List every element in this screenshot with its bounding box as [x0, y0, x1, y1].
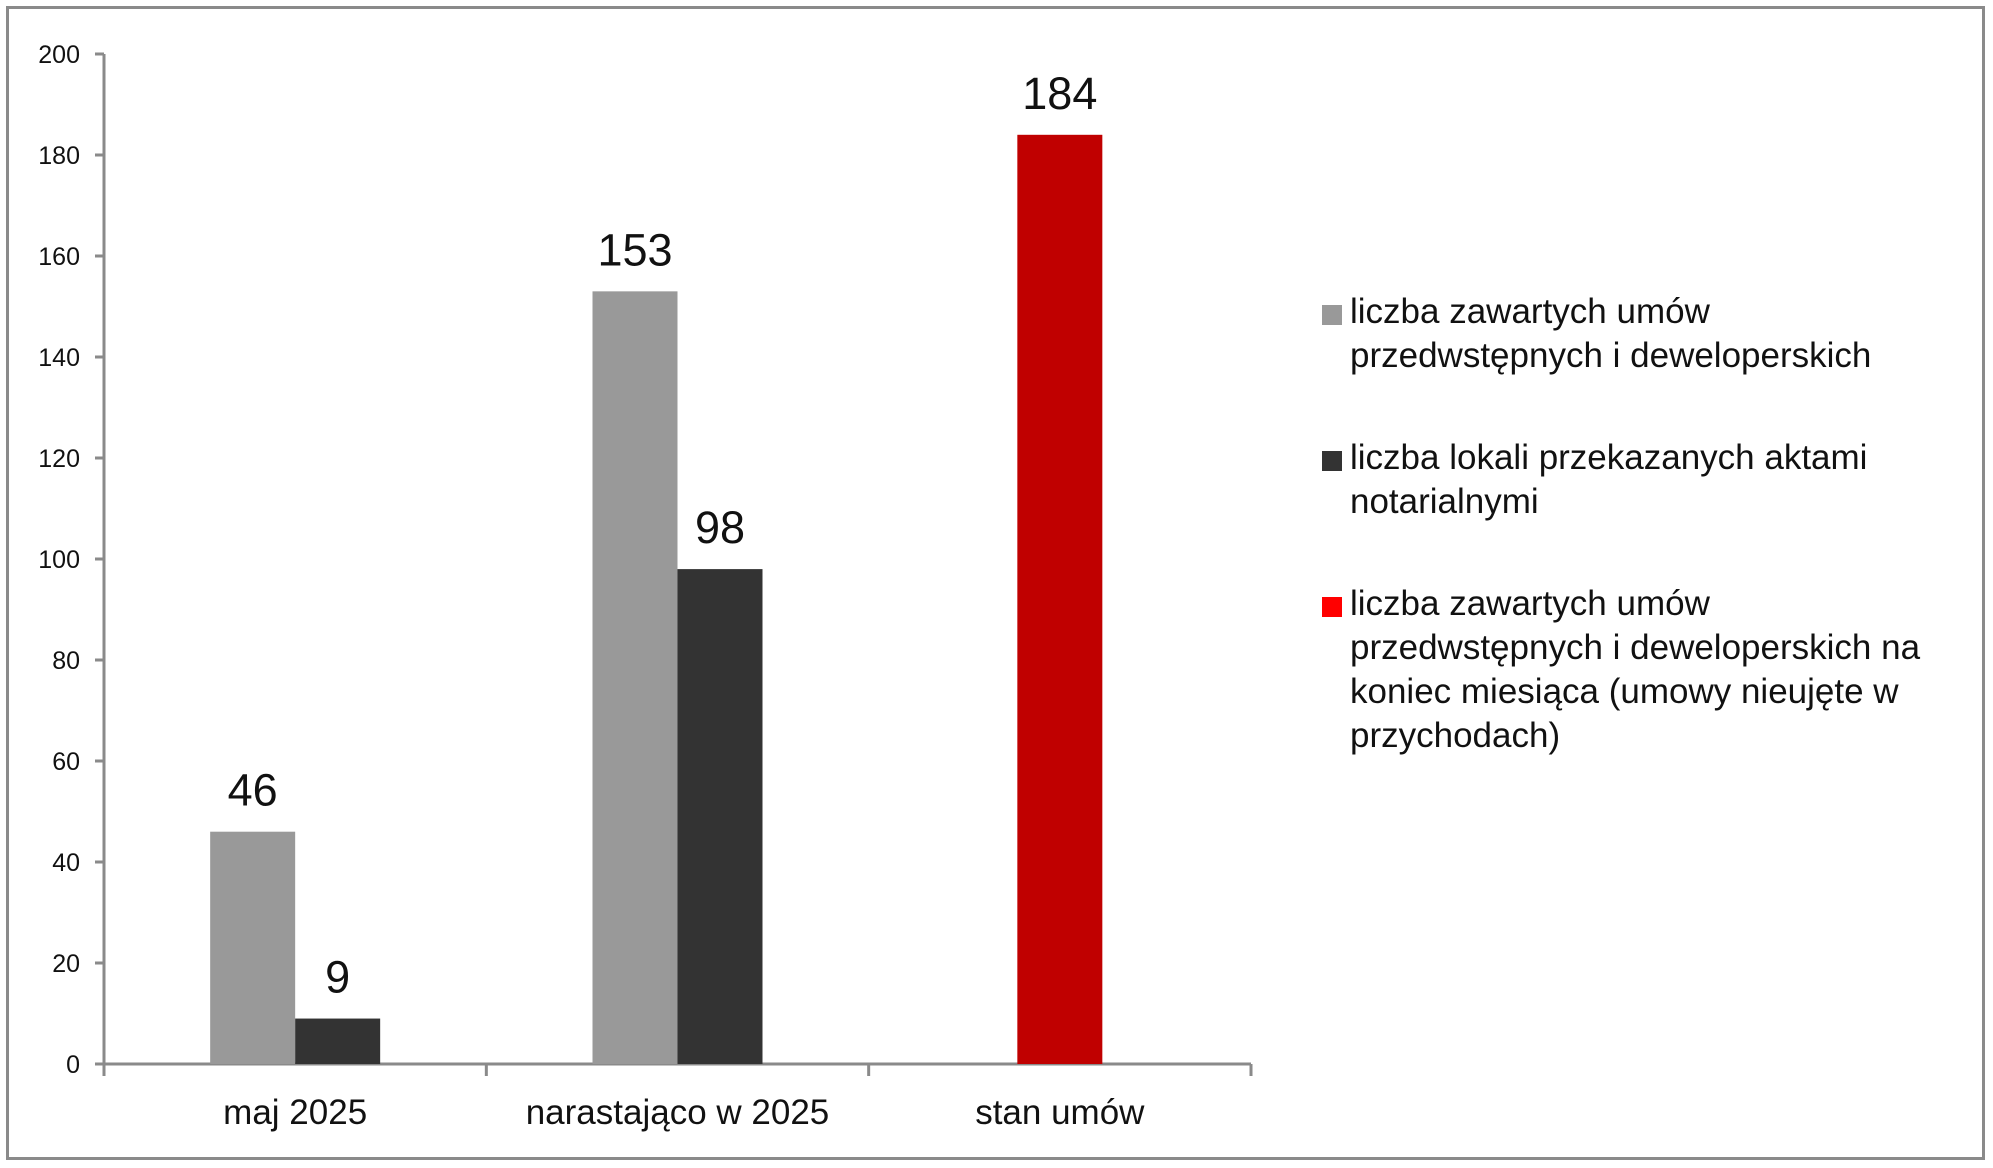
y-tick-label-180: 180 [38, 142, 80, 170]
bar-maj-2025-series-1 [210, 831, 296, 1064]
legend-swatch-notarial-deeds [1322, 451, 1342, 471]
bar-narastajaco-w-2025-series-1 [592, 291, 678, 1065]
bar-narastajaco-w-2025-series-2 [677, 569, 763, 1064]
x-label-narastajaco-w-2025: narastająco w 2025 [526, 1093, 830, 1132]
legend-label-contracts-end-of-month: liczba zawartych umów przedwstępnych i d… [1350, 584, 1921, 755]
y-tick-label-120: 120 [38, 445, 80, 473]
data-label-maj-2025-series-1: 46 [228, 765, 278, 816]
data-label-stan-umow-series-3: 184 [1022, 68, 1097, 119]
legend-item-contracts: liczba zawartych umów przedwstępnych i d… [1322, 290, 1962, 378]
y-tick-label-100: 100 [38, 546, 80, 574]
y-tick-label-80: 80 [52, 647, 80, 675]
y-tick-label-40: 40 [52, 849, 80, 877]
y-tick-label-60: 60 [52, 748, 80, 776]
data-label-narastajaco-w-2025-series-1: 153 [597, 224, 672, 275]
legend-swatch-contracts-end-of-month [1322, 597, 1342, 617]
legend-swatch-contracts [1322, 305, 1342, 325]
legend: liczba zawartych umów przedwstępnych i d… [1322, 290, 1962, 816]
legend-label-contracts: liczba zawartych umów przedwstępnych i d… [1350, 292, 1872, 375]
x-label-stan-umow: stan umów [975, 1093, 1145, 1132]
legend-item-contracts-end-of-month: liczba zawartych umów przedwstępnych i d… [1322, 582, 1962, 758]
y-tick-label-20: 20 [52, 950, 80, 978]
y-tick-label-0: 0 [66, 1051, 80, 1079]
bar-maj-2025-series-2 [295, 1018, 381, 1064]
y-tick-label-160: 160 [38, 243, 80, 271]
legend-item-notarial-deeds: liczba lokali przekazanych aktami notari… [1322, 436, 1962, 524]
y-tick-label-200: 200 [38, 41, 80, 69]
data-label-narastajaco-w-2025-series-2: 98 [695, 502, 745, 553]
y-tick-label-140: 140 [38, 344, 80, 372]
x-label-maj-2025: maj 2025 [223, 1093, 367, 1132]
legend-label-notarial-deeds: liczba lokali przekazanych aktami notari… [1350, 438, 1868, 521]
chart-frame [6, 6, 1985, 1160]
bar-stan-umow-series-3 [1017, 134, 1103, 1065]
data-label-maj-2025-series-2: 9 [325, 952, 350, 1003]
